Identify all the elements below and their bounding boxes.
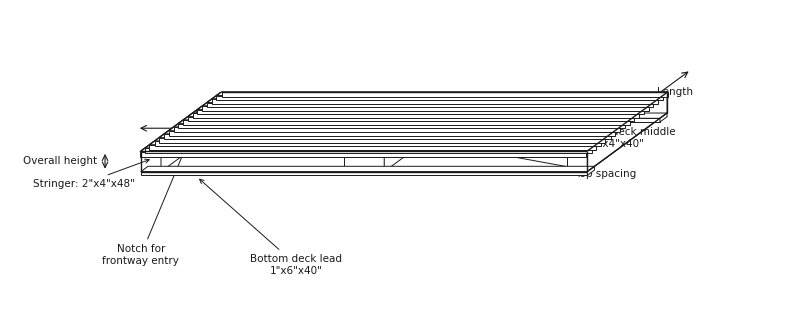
Polygon shape (368, 110, 400, 144)
Polygon shape (202, 106, 649, 111)
Polygon shape (198, 106, 649, 110)
Polygon shape (212, 99, 658, 104)
Polygon shape (141, 92, 241, 151)
Polygon shape (141, 151, 587, 172)
Text: Overall height: Overall height (23, 156, 97, 166)
Polygon shape (217, 95, 663, 100)
Polygon shape (169, 131, 615, 135)
Polygon shape (587, 92, 667, 172)
Polygon shape (178, 124, 625, 129)
Polygon shape (207, 99, 658, 103)
Text: Bottom deck lead
1"x6"x40": Bottom deck lead 1"x6"x40" (200, 179, 342, 276)
Polygon shape (193, 113, 639, 118)
Polygon shape (344, 92, 464, 151)
Polygon shape (161, 92, 241, 172)
Text: Top spacing: Top spacing (413, 137, 637, 179)
Polygon shape (140, 148, 591, 152)
Polygon shape (154, 141, 601, 146)
Polygon shape (567, 92, 667, 151)
Polygon shape (567, 151, 587, 172)
Polygon shape (145, 148, 591, 153)
Polygon shape (587, 92, 667, 172)
Polygon shape (174, 127, 620, 132)
Text: Notch for
frontway entry: Notch for frontway entry (102, 144, 187, 266)
Polygon shape (150, 141, 601, 145)
Polygon shape (159, 134, 610, 138)
Polygon shape (198, 110, 644, 114)
Polygon shape (183, 120, 630, 125)
Polygon shape (165, 110, 197, 144)
Polygon shape (384, 92, 464, 172)
Polygon shape (188, 116, 634, 121)
Polygon shape (207, 103, 654, 107)
Polygon shape (150, 145, 596, 150)
Polygon shape (214, 118, 660, 122)
Polygon shape (178, 120, 630, 124)
Polygon shape (141, 166, 594, 172)
Polygon shape (164, 134, 610, 139)
Text: Length: Length (657, 87, 693, 97)
Polygon shape (141, 172, 587, 175)
Text: Top deck middle
1"x4"x40": Top deck middle 1"x4"x40" (415, 123, 676, 149)
Polygon shape (660, 113, 667, 122)
Text: Stringer: 2"x4"x48": Stringer: 2"x4"x48" (34, 159, 150, 189)
Polygon shape (217, 92, 668, 95)
Polygon shape (214, 113, 667, 118)
Text: Width: Width (317, 116, 347, 127)
Polygon shape (169, 127, 620, 131)
Polygon shape (141, 151, 161, 172)
Polygon shape (188, 113, 639, 116)
Polygon shape (222, 92, 668, 96)
Polygon shape (587, 166, 594, 175)
Polygon shape (159, 138, 606, 143)
Polygon shape (591, 110, 623, 144)
Polygon shape (140, 152, 586, 156)
Polygon shape (344, 151, 384, 172)
